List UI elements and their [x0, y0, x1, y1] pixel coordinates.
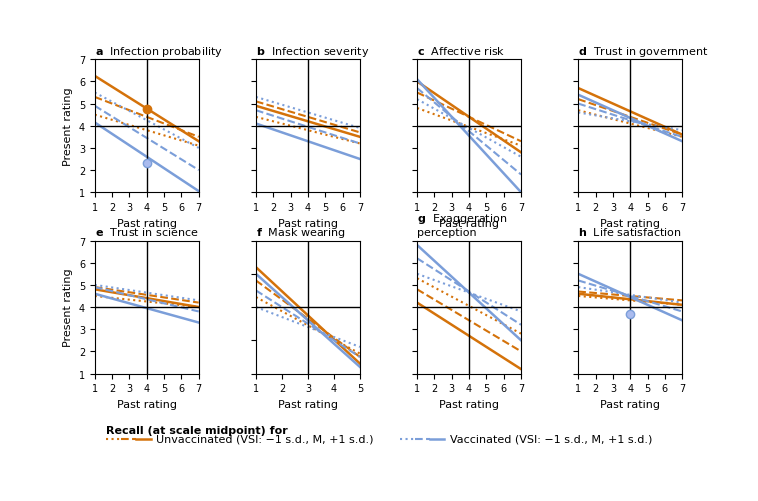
- X-axis label: Past rating: Past rating: [117, 399, 177, 409]
- X-axis label: Past rating: Past rating: [439, 399, 499, 409]
- Text: $\bf{a}$  Infection probability: $\bf{a}$ Infection probability: [95, 45, 223, 59]
- Text: $\bf{f}$  Mask wearing: $\bf{f}$ Mask wearing: [256, 225, 346, 239]
- Y-axis label: Present rating: Present rating: [63, 268, 74, 347]
- Text: $\bf{g}$  Exaggeration
perception: $\bf{g}$ Exaggeration perception: [417, 212, 507, 237]
- X-axis label: Past rating: Past rating: [439, 218, 499, 228]
- Text: Vaccinated (VSI: −1 s.d., M, +1 s.d.): Vaccinated (VSI: −1 s.d., M, +1 s.d.): [450, 434, 653, 444]
- Text: $\bf{b}$  Infection severity: $\bf{b}$ Infection severity: [256, 45, 369, 59]
- X-axis label: Past rating: Past rating: [278, 399, 338, 409]
- Text: $\bf{c}$  Affective risk: $\bf{c}$ Affective risk: [417, 45, 506, 57]
- X-axis label: Past rating: Past rating: [600, 218, 660, 228]
- X-axis label: Past rating: Past rating: [600, 399, 660, 409]
- X-axis label: Past rating: Past rating: [117, 218, 177, 228]
- X-axis label: Past rating: Past rating: [278, 218, 338, 228]
- Text: $\bf{d}$  Trust in government: $\bf{d}$ Trust in government: [578, 45, 709, 59]
- Text: Unvaccinated (VSI: −1 s.d., M, +1 s.d.): Unvaccinated (VSI: −1 s.d., M, +1 s.d.): [156, 434, 374, 444]
- Y-axis label: Present rating: Present rating: [63, 87, 74, 166]
- Text: $\bf{e}$  Trust in science: $\bf{e}$ Trust in science: [95, 225, 199, 237]
- Text: Recall (at scale midpoint) for: Recall (at scale midpoint) for: [106, 425, 288, 435]
- Text: $\bf{h}$  Life satisfaction: $\bf{h}$ Life satisfaction: [578, 225, 682, 237]
